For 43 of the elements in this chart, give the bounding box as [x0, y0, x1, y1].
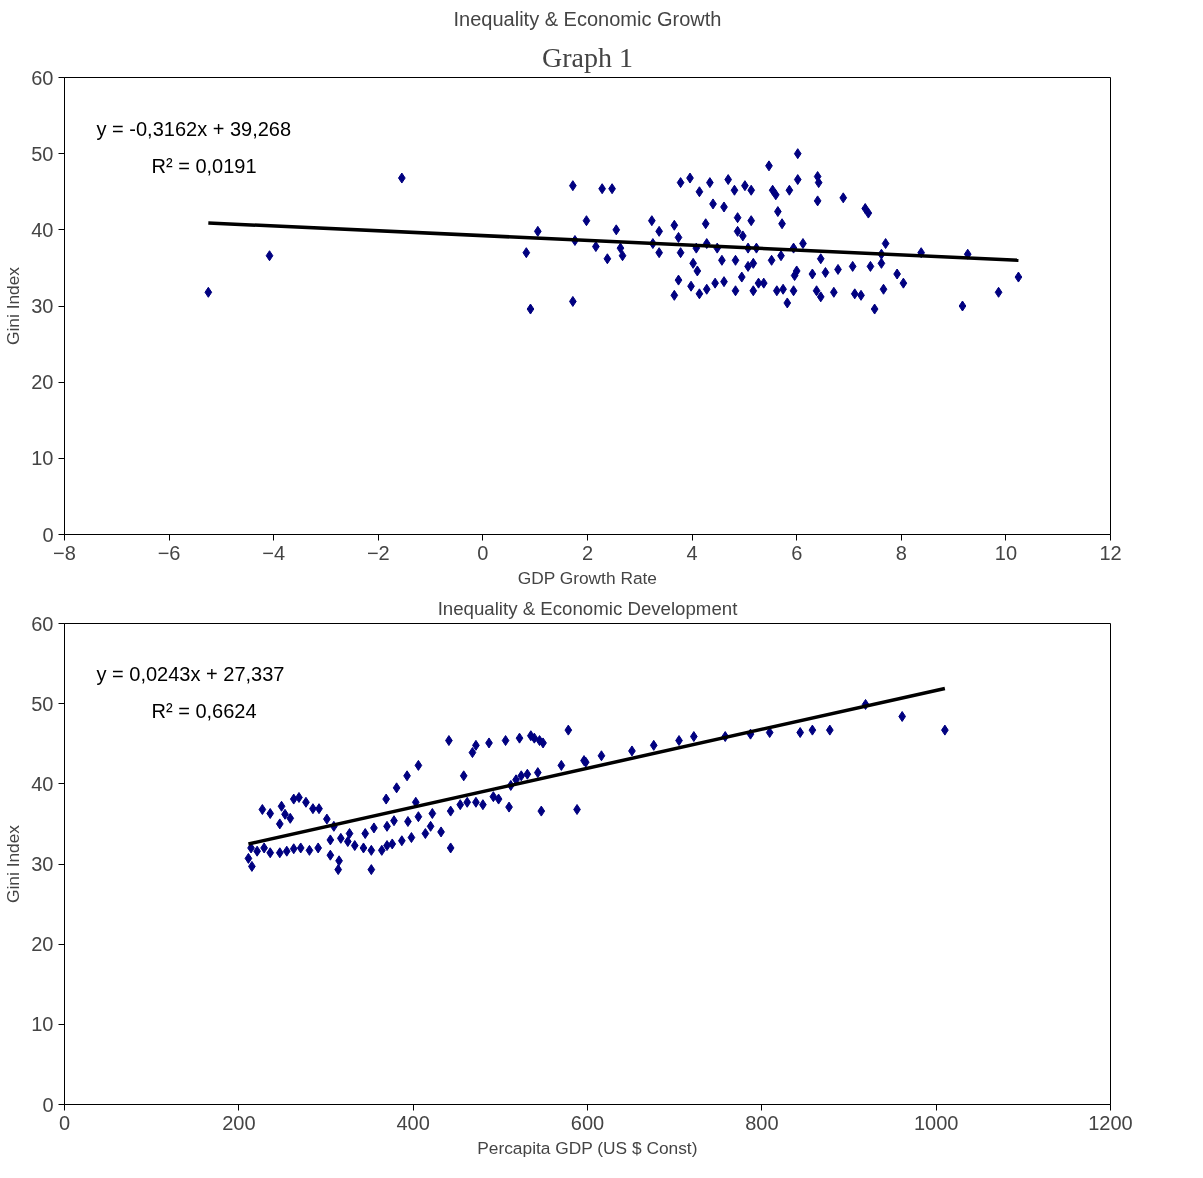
x-tick-label: 0: [477, 541, 489, 564]
y-tick-label: 0: [42, 523, 54, 546]
x-tick-label: 800: [745, 1111, 779, 1134]
y-tick-label: 60: [31, 66, 54, 89]
chart-subtitle: Inequality & Economic Growth: [453, 7, 722, 30]
x-tick-label: 10: [994, 541, 1018, 564]
x-tick-label: 4: [686, 541, 698, 564]
x-tick-label: 0: [58, 1111, 71, 1134]
x-axis-title: Percapita GDP (US $ Const): [477, 1137, 698, 1158]
x-tick-label: 1000: [913, 1111, 959, 1134]
y-tick-label: 0: [42, 1093, 54, 1116]
x-tick-label: −2: [366, 541, 390, 564]
annotation: y = 0,0243x + 27,337: [96, 662, 285, 685]
y-axis-title: Gini Index: [3, 824, 24, 904]
y-tick-label: 40: [31, 218, 54, 241]
y-tick-label: 60: [31, 612, 54, 635]
x-tick-label: −6: [157, 541, 181, 564]
chart-title: Graph 1: [542, 41, 633, 73]
x-tick-label: 600: [570, 1111, 605, 1134]
annotation: R² = 0,6624: [151, 699, 257, 722]
x-tick-label: 6: [791, 541, 803, 564]
y-tick-label: 40: [31, 772, 54, 795]
annotation: y = -0,3162x + 39,268: [96, 117, 292, 140]
y-tick-label: 20: [31, 933, 54, 956]
x-tick-label: 1200: [1088, 1111, 1133, 1134]
annotation: R² = 0,0191: [151, 154, 257, 177]
y-tick-label: 10: [31, 447, 54, 470]
y-tick-label: 30: [31, 295, 54, 317]
y-tick-label: 30: [31, 853, 54, 875]
x-tick-label: −8: [53, 541, 76, 564]
x-tick-label: 12: [1099, 541, 1122, 564]
x-tick-label: 2: [581, 541, 594, 564]
y-axis-title: Gini Index: [3, 266, 24, 346]
x-tick-label: 400: [396, 1111, 430, 1134]
x-axis-title: GDP Growth Rate: [517, 567, 658, 588]
x-tick-label: 8: [895, 541, 907, 564]
chart-title: Inequality & Economic Development: [437, 597, 739, 619]
x-tick-label: 200: [222, 1111, 256, 1134]
y-tick-label: 50: [31, 142, 54, 165]
y-tick-label: 20: [31, 371, 54, 394]
x-tick-label: −4: [262, 541, 286, 564]
y-tick-label: 50: [31, 692, 54, 715]
y-tick-label: 10: [31, 1013, 54, 1036]
